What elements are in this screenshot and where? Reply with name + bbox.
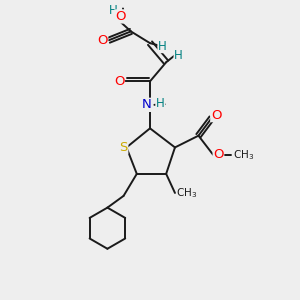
Text: O: O (115, 10, 125, 23)
Text: O: O (114, 75, 124, 88)
Text: N: N (142, 98, 152, 111)
Text: H: H (158, 40, 167, 52)
Text: O: O (97, 34, 108, 47)
Text: CH$_3$: CH$_3$ (233, 148, 254, 162)
Text: O: O (213, 148, 224, 161)
Text: H: H (109, 4, 118, 17)
Text: CH$_3$: CH$_3$ (176, 186, 198, 200)
Text: H: H (156, 97, 165, 110)
Text: H: H (174, 49, 183, 62)
Text: O: O (211, 109, 221, 122)
Text: S: S (119, 141, 128, 154)
